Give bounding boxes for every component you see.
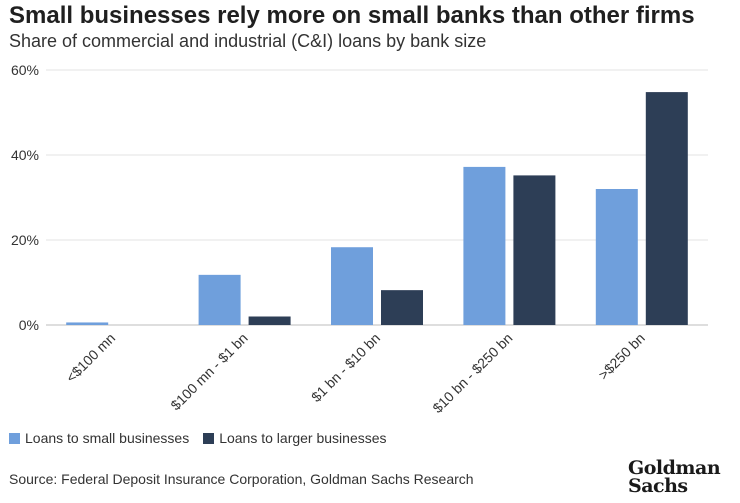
bar: [595, 189, 638, 325]
x-tick-label: $100 mn - $1 bn: [167, 330, 250, 413]
legend-swatch-small: [9, 432, 20, 444]
legend: Loans to small businesses Loans to large…: [9, 430, 401, 446]
legend-swatch-larger: [203, 432, 215, 444]
legend-item-larger: Loans to larger businesses: [203, 430, 387, 446]
legend-item-small: Loans to small businesses: [9, 430, 189, 446]
bar: [381, 290, 423, 325]
logo-line-2: Sachs: [628, 475, 688, 497]
y-tick-label: 0%: [19, 317, 39, 333]
legend-label-larger: Loans to larger businesses: [219, 430, 387, 446]
x-axis-ticks: <$100 mn $100 mn - $1 bn $1 bn - $10 bn $10…: [63, 330, 648, 416]
bar: [331, 247, 373, 325]
legend-label-small: Loans to small businesses: [25, 430, 190, 446]
y-axis-ticks: 0% 20% 40% 60%: [11, 62, 39, 333]
x-tick-label: >$250 bn: [595, 330, 648, 383]
bar: [645, 92, 688, 325]
chart-title: Small businesses rely more on small bank…: [9, 2, 695, 29]
bar: [463, 166, 506, 325]
x-tick-label: $10 bn - $250 bn: [429, 330, 515, 416]
bars: [66, 92, 688, 325]
bar: [513, 175, 556, 325]
chart-subtitle: Share of commercial and industrial (C&I)…: [9, 31, 487, 51]
y-tick-label: 60%: [11, 62, 39, 78]
bar: [66, 322, 109, 325]
y-tick-label: 20%: [11, 232, 39, 248]
x-tick-label: <$100 mn: [63, 330, 119, 386]
source-note: Source: Federal Deposit Insurance Corpor…: [9, 471, 474, 487]
logo-line-1: Goldman: [628, 457, 721, 479]
bar: [248, 316, 291, 325]
goldman-sachs-logo: Goldman Sachs: [628, 457, 724, 497]
bar-chart: 0% 20% 40% 60% <$100 mn $100 mn - $1 bn $1 bn…: [11, 62, 708, 416]
bar: [198, 274, 241, 325]
y-tick-label: 40%: [11, 147, 39, 163]
x-tick-label: $1 bn - $10 bn: [308, 330, 383, 405]
